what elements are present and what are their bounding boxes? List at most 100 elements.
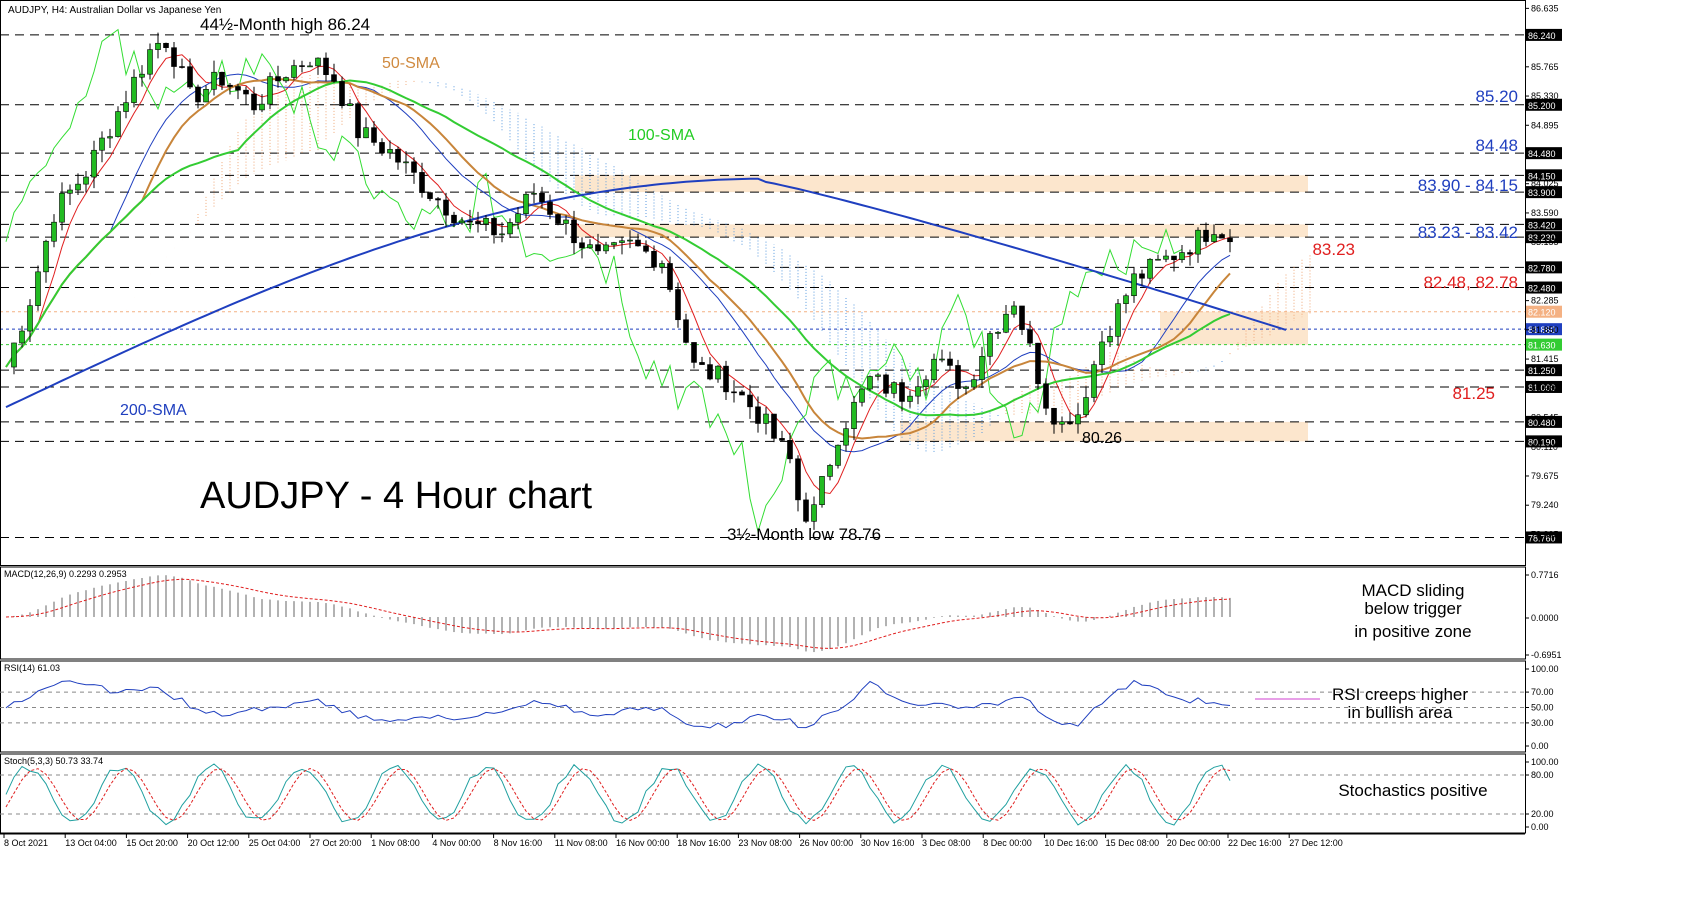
main-frame [0, 0, 1526, 566]
macd-signal-line [5, 578, 1231, 649]
panel-tick-label: 20.00 [1531, 809, 1554, 819]
candle-body [107, 136, 113, 139]
level-tag: 81.250 [1528, 366, 1556, 376]
price-axis: 86.635 85.765 85.330 84.895 84.025 83.590 83.1… [0, 0, 1559, 566]
candle-body [931, 358, 937, 381]
candle-body [323, 57, 329, 75]
panel-tick-label: 50.00 [1531, 703, 1554, 713]
candle-body [515, 213, 521, 223]
panel-tick-label: 0.0000 [1531, 613, 1559, 623]
level-tag: 80.480 [1528, 418, 1556, 428]
candle-body [1011, 305, 1017, 315]
level-label: 83.90 - 84.15 [1418, 176, 1518, 195]
candle-body [1195, 229, 1201, 255]
candle-body [43, 240, 49, 273]
candle-body [971, 379, 977, 388]
candle-body [1179, 252, 1185, 261]
x-tick-label: 20 Oct 12:00 [188, 838, 240, 848]
y-tick-label: 80.545 [1531, 413, 1559, 423]
candle-body [523, 193, 529, 215]
level-tag-bg [1526, 147, 1562, 160]
candle-body [11, 342, 17, 368]
candle-body [1171, 255, 1177, 261]
level-label: 84.48 [1475, 136, 1518, 155]
candle-body [395, 149, 401, 163]
candle-body [915, 386, 921, 397]
candle-body [923, 379, 929, 388]
level-label: 83.23 - 83.42 [1418, 223, 1518, 242]
candle-body [947, 358, 953, 366]
candle-body [739, 391, 745, 396]
candle-body [491, 218, 497, 236]
zone-band [900, 421, 1308, 442]
x-tick-label: 10 Dec 16:00 [1044, 838, 1098, 848]
candle-body [827, 465, 833, 477]
panel-note: Stochastics positive [1338, 781, 1487, 800]
candle-body [659, 263, 665, 268]
candle-body [467, 220, 473, 223]
y-tick-label: 86.635 [1531, 3, 1559, 13]
x-tick-label: 20 Dec 00:00 [1167, 838, 1221, 848]
candle-body [667, 263, 673, 290]
panel-header: MACD(12,26,9) 0.2293 0.2953 [4, 569, 127, 579]
level-label: 83.23 [1312, 240, 1355, 259]
candle-body [979, 356, 985, 380]
panel-frame [0, 566, 1526, 660]
candle-body [19, 330, 25, 344]
candle-body [1219, 234, 1225, 239]
candle-body [1131, 273, 1137, 297]
candle-body [723, 365, 729, 393]
y-tick-label: 83.155 [1531, 237, 1559, 247]
symbol-info: AUDJPY, H4: Australian Dollar vs Japanes… [8, 5, 221, 16]
candle-body [691, 342, 697, 363]
x-tick-label: 23 Nov 08:00 [738, 838, 792, 848]
panel-tick-label: 0.7716 [1531, 570, 1559, 580]
indicator-tag: 81.630 [1528, 341, 1556, 351]
level-label: 82.48, 82.78 [1423, 273, 1518, 292]
candle-body [347, 103, 353, 107]
candle-body [123, 102, 129, 112]
x-tick-label: 25 Oct 04:00 [249, 838, 301, 848]
candle-body [291, 65, 297, 78]
candle-body [755, 406, 761, 424]
level-tag: 84.150 [1528, 171, 1556, 181]
candle-body [99, 137, 105, 151]
candle-body [795, 458, 801, 501]
candle-body [531, 192, 537, 195]
y-tick-label: 84.895 [1531, 120, 1559, 130]
stoch-d-line [5, 767, 1231, 822]
candle-body [171, 47, 177, 67]
x-tick-label: 15 Oct 20:00 [126, 838, 178, 848]
candle-body [275, 76, 281, 82]
candle-body [387, 149, 393, 154]
sma-100-line [5, 79, 1231, 417]
moving-averages [5, 28, 1287, 534]
indicator-tag-bg [1526, 338, 1562, 351]
candle-body [571, 219, 577, 244]
candle-body [1099, 341, 1105, 365]
price-zones [575, 175, 1308, 442]
x-tick-label: 30 Nov 16:00 [861, 838, 915, 848]
x-tick-label: 27 Oct 20:00 [310, 838, 362, 848]
candle-body [379, 142, 385, 154]
candle-body [163, 42, 169, 48]
candle-body [547, 201, 553, 215]
y-tick-label: 78.805 [1531, 529, 1559, 539]
zone-band [575, 224, 1308, 238]
candle-body [51, 221, 57, 242]
candle-body [219, 71, 225, 86]
level-tag-bg [1526, 186, 1562, 199]
candle-body [555, 214, 561, 224]
candle-body [131, 76, 137, 103]
candle-body [731, 391, 737, 394]
candle-body [1019, 305, 1025, 330]
candle-body [451, 214, 457, 224]
indicator-panels: MACD(12,26,9) 0.2293 0.2953 0.7716 0.0000 -… [0, 566, 1562, 834]
level-tag-bg [1526, 435, 1562, 448]
y-tick-label: 80.110 [1531, 442, 1558, 452]
candle-body [67, 189, 73, 194]
candle-body [619, 240, 625, 243]
candle-body [203, 88, 209, 103]
chart-title: AUDJPY - 4 Hour chart [200, 475, 593, 517]
chart-annotation: 200-SMA [120, 402, 187, 419]
